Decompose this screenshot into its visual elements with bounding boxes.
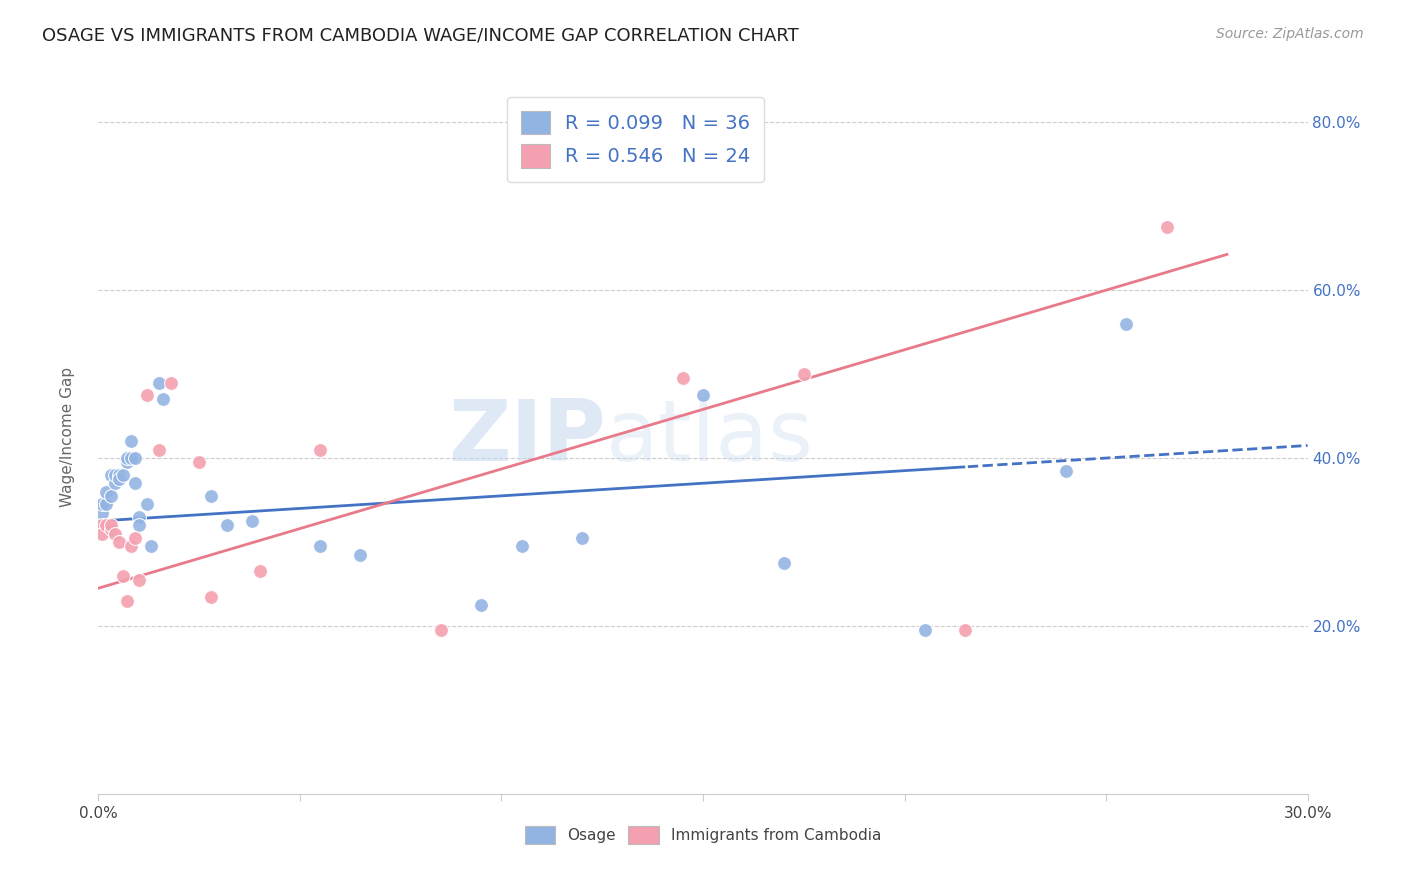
Point <box>200 489 222 503</box>
Point <box>772 556 794 570</box>
Point <box>91 497 114 511</box>
Point <box>100 523 122 537</box>
Point <box>91 518 114 533</box>
Point <box>200 590 222 604</box>
Point <box>148 442 170 457</box>
Point <box>128 573 150 587</box>
Point <box>96 518 118 533</box>
Point <box>672 371 695 385</box>
Legend: Osage, Immigrants from Cambodia: Osage, Immigrants from Cambodia <box>519 820 887 850</box>
Point <box>124 451 146 466</box>
Point <box>349 548 371 562</box>
Point <box>1054 464 1077 478</box>
Point <box>107 535 129 549</box>
Point <box>571 531 593 545</box>
Point <box>100 518 122 533</box>
Point <box>135 497 157 511</box>
Point <box>1115 317 1137 331</box>
Text: atlas: atlas <box>606 395 814 479</box>
Point <box>309 539 332 553</box>
Point <box>188 455 211 469</box>
Point <box>103 476 125 491</box>
Point <box>120 451 142 466</box>
Point <box>914 623 936 637</box>
Point <box>96 484 118 499</box>
Point <box>430 623 453 637</box>
Point <box>309 442 332 457</box>
Point <box>103 467 125 482</box>
Point <box>793 367 815 381</box>
Point <box>124 476 146 491</box>
Point <box>139 539 162 553</box>
Point <box>217 518 239 533</box>
Point <box>148 376 170 390</box>
Point <box>111 568 134 582</box>
Point <box>128 518 150 533</box>
Point <box>100 489 122 503</box>
Point <box>692 388 714 402</box>
Point <box>103 526 125 541</box>
Text: Source: ZipAtlas.com: Source: ZipAtlas.com <box>1216 27 1364 41</box>
Text: OSAGE VS IMMIGRANTS FROM CAMBODIA WAGE/INCOME GAP CORRELATION CHART: OSAGE VS IMMIGRANTS FROM CAMBODIA WAGE/I… <box>42 27 799 45</box>
Point <box>953 623 976 637</box>
Point <box>111 467 134 482</box>
Point <box>135 388 157 402</box>
Point <box>240 514 263 528</box>
Point <box>152 392 174 407</box>
Point <box>115 594 138 608</box>
Point <box>1156 220 1178 235</box>
Point <box>128 509 150 524</box>
Point <box>124 531 146 545</box>
Point <box>100 467 122 482</box>
Point <box>107 472 129 486</box>
Point <box>160 376 183 390</box>
Y-axis label: Wage/Income Gap: Wage/Income Gap <box>60 367 75 508</box>
Point <box>96 497 118 511</box>
Text: ZIP: ZIP <box>449 395 606 479</box>
Point <box>91 526 114 541</box>
Point <box>249 565 271 579</box>
Point <box>115 451 138 466</box>
Point <box>120 434 142 449</box>
Point <box>115 455 138 469</box>
Point <box>120 539 142 553</box>
Point <box>107 467 129 482</box>
Point <box>470 598 492 612</box>
Point <box>510 539 533 553</box>
Point <box>91 506 114 520</box>
